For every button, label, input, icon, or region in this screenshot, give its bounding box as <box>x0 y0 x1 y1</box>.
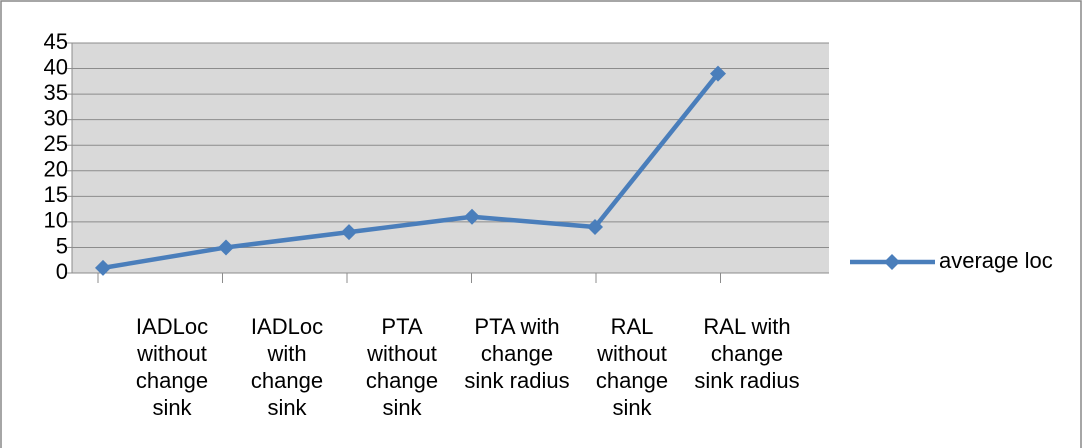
x-tick-label: PTA with change sink radius <box>464 314 570 393</box>
marker <box>464 208 480 225</box>
x-tick-label: RAL with change sink radius <box>694 314 800 393</box>
plot-area <box>72 43 829 273</box>
x-tick-label: IADLoc without change sink <box>135 314 209 420</box>
y-tick-label: 45 <box>44 29 68 54</box>
y-tick-label: 15 <box>44 182 68 207</box>
x-tick-label: PTA without change sink <box>365 314 439 420</box>
y-tick-label: 25 <box>44 131 68 156</box>
y-tick-label: 30 <box>44 105 68 130</box>
y-tick-label: 10 <box>44 208 68 233</box>
marker <box>710 65 726 82</box>
marker <box>95 259 111 276</box>
marker <box>587 219 603 235</box>
line <box>102 72 720 271</box>
y-tick-label: 40 <box>44 54 68 79</box>
y-tick-label: 5 <box>56 233 68 258</box>
legend-marker <box>884 254 900 270</box>
y-tick-label: 20 <box>44 157 68 182</box>
legend-label: average loc <box>939 248 1053 273</box>
x-tick-label: RAL without change sink <box>595 314 669 420</box>
marker <box>341 224 357 241</box>
y-tick-label: 35 <box>44 80 68 105</box>
x-tick-label: IADLoc with change sink <box>250 314 324 420</box>
y-tick-label: 0 <box>56 259 68 284</box>
marker <box>218 239 234 256</box>
